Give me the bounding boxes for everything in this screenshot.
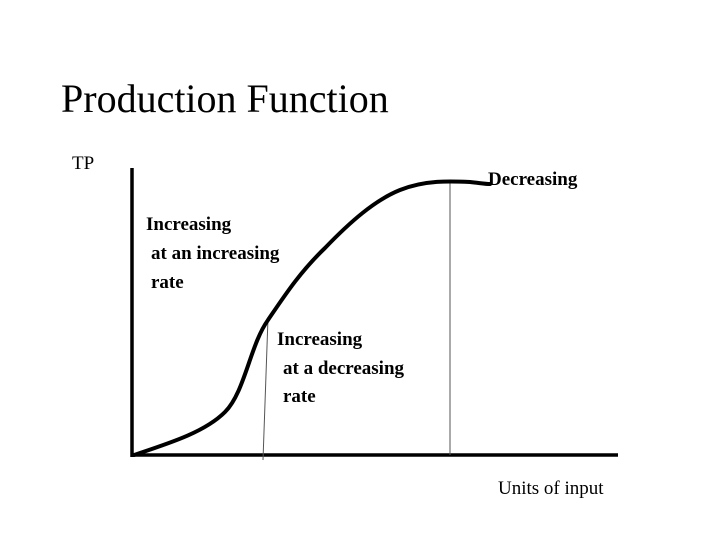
stage2-label: Increasing at a decreasing rate bbox=[277, 329, 409, 407]
x-axis-label: Units of input bbox=[498, 478, 604, 499]
diagram-title: Production Function bbox=[61, 76, 389, 121]
total-product-curve bbox=[132, 179, 492, 457]
stage1-label: Increasing at an increasing rate bbox=[146, 214, 284, 293]
stage3-label: Decreasing bbox=[488, 169, 578, 190]
y-axis-label: TP bbox=[72, 153, 94, 174]
inflection-divider-line bbox=[262, 317, 269, 461]
